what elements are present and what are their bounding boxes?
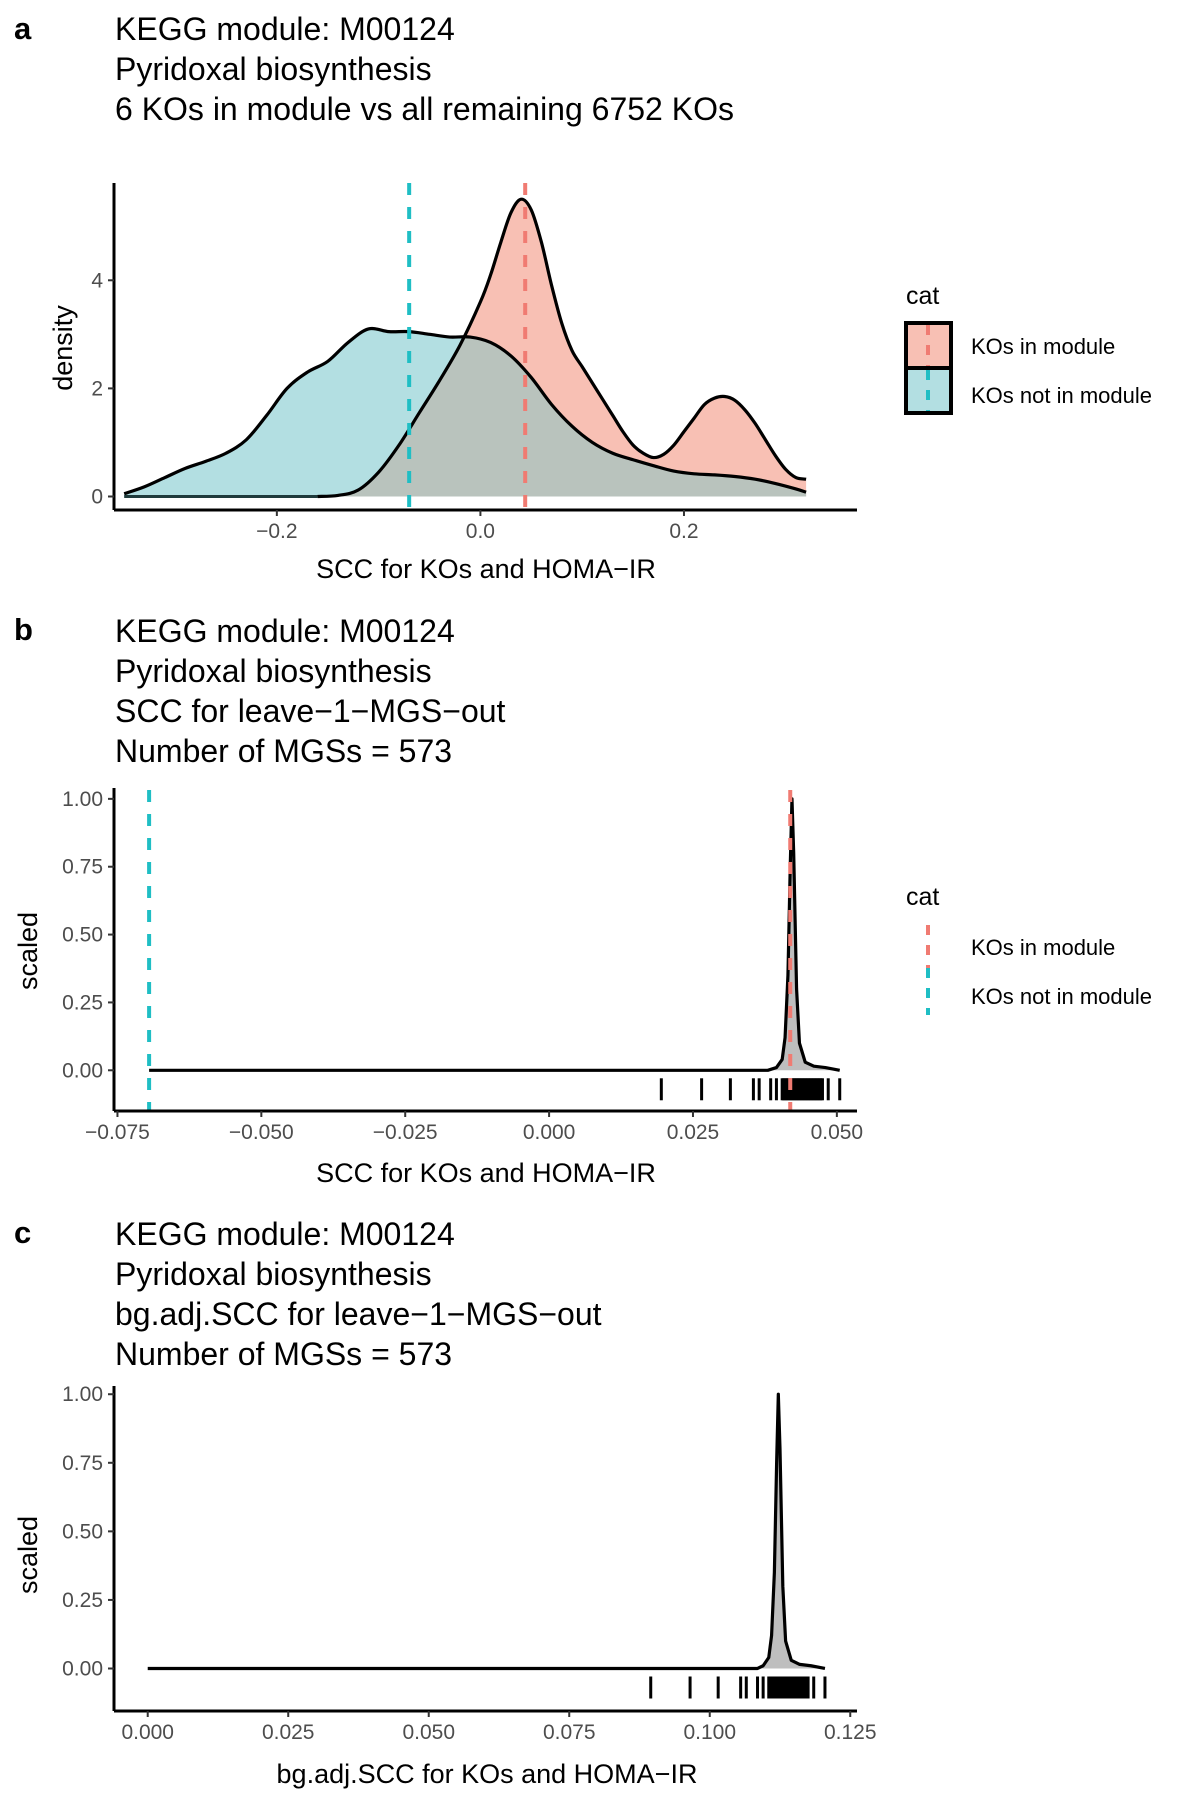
panel-c-x-tick-label: 0.125	[824, 1721, 877, 1744]
legend-a-label-module: KOs in module	[971, 334, 1115, 359]
density-area-overlap	[317, 328, 807, 497]
panel-b-title-line-3: SCC for leave−1−MGS−out	[115, 693, 506, 729]
panel-c-y-tick-label: 0.50	[62, 1520, 103, 1543]
panel-b-y-tick-label: 0.25	[62, 991, 103, 1014]
panel-b-y-tick-label: 0.50	[62, 924, 103, 947]
panel-b-y-tick-label: 0.75	[62, 856, 103, 879]
panel-b-title-line-1: KEGG module: M00124	[115, 613, 455, 649]
panel-b-rug-dense-block	[782, 1078, 823, 1101]
panel-c-y-tick-label: 0.75	[62, 1452, 103, 1475]
panel-c-y-tick-label: 1.00	[62, 1383, 103, 1406]
panel-c-x-tick-label: 0.100	[683, 1721, 736, 1744]
panel-a-title-line-2: Pyridoxal biosynthesis	[115, 51, 432, 87]
panel-b-x-tick-label: −0.025	[373, 1121, 438, 1144]
panel-b-title-line-4: Number of MGSs = 573	[115, 733, 452, 769]
panel-c-title-line-3: bg.adj.SCC for leave−1−MGS−out	[115, 1296, 602, 1332]
panel-c-title-line-1: KEGG module: M00124	[115, 1216, 455, 1252]
panel-a-x-tick-label: 0.0	[466, 520, 495, 543]
panel-b-legend: cat KOs in module KOs not in module	[906, 883, 1152, 1015]
panel-b-y-tick-label: 0.00	[62, 1059, 103, 1082]
panel-a-title-line-1: KEGG module: M00124	[115, 11, 455, 47]
panel-b-x-tick-label: −0.075	[85, 1121, 150, 1144]
panel-a-x-axis-title: SCC for KOs and HOMA−IR	[316, 554, 656, 584]
panel-b: b KEGG module: M00124 Pyridoxal biosynth…	[13, 612, 1152, 1188]
panel-a-x-tick-label: −0.2	[256, 520, 297, 543]
panel-b-x-tick-label: 0.050	[811, 1121, 864, 1144]
panel-letter-b: b	[14, 612, 33, 647]
panel-b-y-tick-label: 1.00	[62, 788, 103, 811]
panel-c-plot-area: 0.000 0.025 0.050 0.075 0.100 0.125 0.00 0.25 0.…	[62, 1383, 876, 1744]
panel-c-x-tick-label: 0.050	[402, 1721, 455, 1744]
panel-b-plot-area: −0.075 −0.050 −0.025 0.000 0.025 0.050 0.00 0.2…	[62, 788, 863, 1144]
panel-c-x-axis-title: bg.adj.SCC for KOs and HOMA−IR	[277, 1759, 698, 1789]
panel-c-x-tick-label: 0.025	[262, 1721, 315, 1744]
panel-a: a KEGG module: M00124 Pyridoxal biosynth…	[14, 11, 1152, 584]
density-line-in-module	[317, 197, 807, 499]
panel-c: c KEGG module: M00124 Pyridoxal biosynth…	[13, 1215, 877, 1789]
panel-a-x-tick-label: 0.2	[669, 520, 698, 543]
panel-c-y-axis-title: scaled	[13, 1516, 43, 1594]
panel-c-y-tick-label: 0.00	[62, 1657, 103, 1680]
panel-a-title-line-3: 6 KOs in module vs all remaining 6752 KO…	[115, 91, 734, 127]
panel-c-rug-dense-block	[768, 1676, 809, 1699]
panel-b-x-tick-label: −0.050	[229, 1121, 294, 1144]
panel-c-y-tick-label: 0.25	[62, 1589, 103, 1612]
density-line-not-in-module	[123, 326, 807, 496]
panel-a-y-axis-title: density	[48, 305, 78, 391]
panel-b-x-axis-title: SCC for KOs and HOMA−IR	[316, 1158, 656, 1188]
panel-a-y-tick-label: 4	[91, 269, 103, 292]
panel-b-y-axis-title: scaled	[13, 912, 43, 990]
panel-c-density-area	[147, 1394, 825, 1669]
panel-b-x-tick-label: 0.025	[667, 1121, 720, 1144]
legend-b-title: cat	[906, 883, 939, 911]
panel-c-title-line-2: Pyridoxal biosynthesis	[115, 1256, 432, 1292]
panel-letter-c: c	[14, 1215, 31, 1250]
panel-a-plot-area: −0.2 0.0 0.2 0 2 4	[91, 183, 857, 543]
panel-c-density-line	[147, 1392, 826, 1671]
panel-b-title-line-2: Pyridoxal biosynthesis	[115, 653, 432, 689]
panel-a-y-tick-label: 0	[91, 485, 103, 508]
panel-a-legend: cat KOs in module KOs not in module	[904, 282, 1152, 415]
legend-b-label-module: KOs in module	[971, 935, 1115, 960]
panel-b-density-area	[149, 798, 840, 1071]
legend-a-title: cat	[906, 282, 939, 310]
panel-c-x-tick-label: 0.000	[121, 1721, 174, 1744]
panel-b-density-line	[149, 797, 841, 1072]
panel-c-title-line-4: Number of MGSs = 573	[115, 1336, 452, 1372]
legend-a-label-not-module: KOs not in module	[971, 383, 1152, 408]
panel-b-x-tick-label: 0.000	[523, 1121, 576, 1144]
panel-c-x-tick-label: 0.075	[543, 1721, 596, 1744]
panel-a-y-tick-label: 2	[91, 377, 103, 400]
legend-b-label-not-module: KOs not in module	[971, 984, 1152, 1009]
panel-letter-a: a	[14, 11, 32, 46]
